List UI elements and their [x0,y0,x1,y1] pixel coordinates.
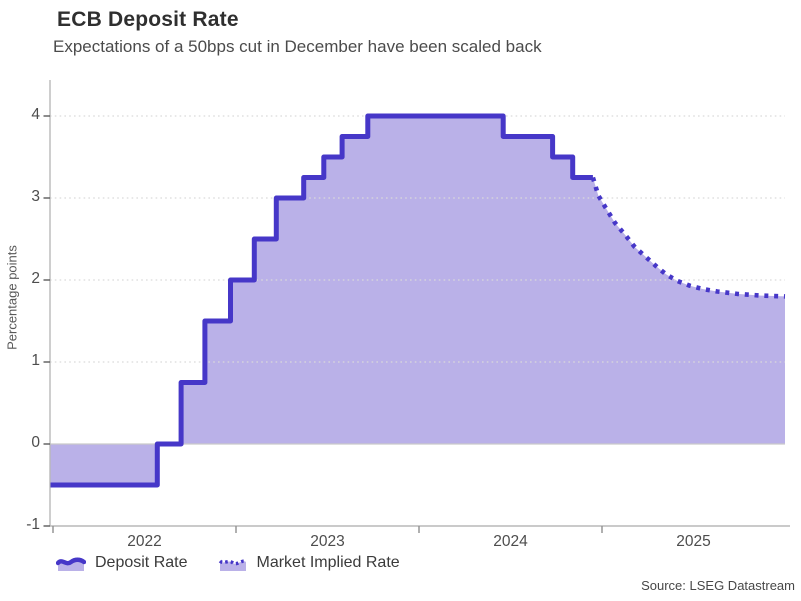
legend-label: Market Implied Rate [256,554,400,571]
legend-entry-market-implied-rate: Market Implied Rate [218,554,400,572]
legend-label: Deposit Rate [95,554,188,571]
x-tick-label: 2024 [493,533,528,550]
y-tick-label: 4 [31,106,40,123]
x-tick-label: 2023 [310,533,345,550]
y-tick-label: 0 [31,434,40,451]
legend-entry-deposit-rate: Deposit Rate [56,554,188,572]
x-tick-label: 2022 [127,533,162,550]
chart-legend: Deposit Rate Market Implied Rate [56,554,400,572]
dotted-line-legend-icon [218,559,247,571]
y-tick-label: 3 [31,188,40,205]
chart-subtitle: Expectations of a 50bps cut in December … [53,37,542,56]
y-tick-label: 2 [31,270,40,287]
x-tick-label: 2025 [676,533,711,550]
market-implied-rate-line [590,176,786,299]
page-title: ECB Deposit Rate [57,8,239,31]
y-tick-label: 1 [31,352,40,369]
y-tick-label: -1 [26,516,40,533]
deposit-rate-line [50,113,593,488]
rate-area-fill [50,116,785,485]
solid-line-legend-icon [56,557,86,571]
source-attribution: Source: LSEG Datastream [641,578,795,593]
